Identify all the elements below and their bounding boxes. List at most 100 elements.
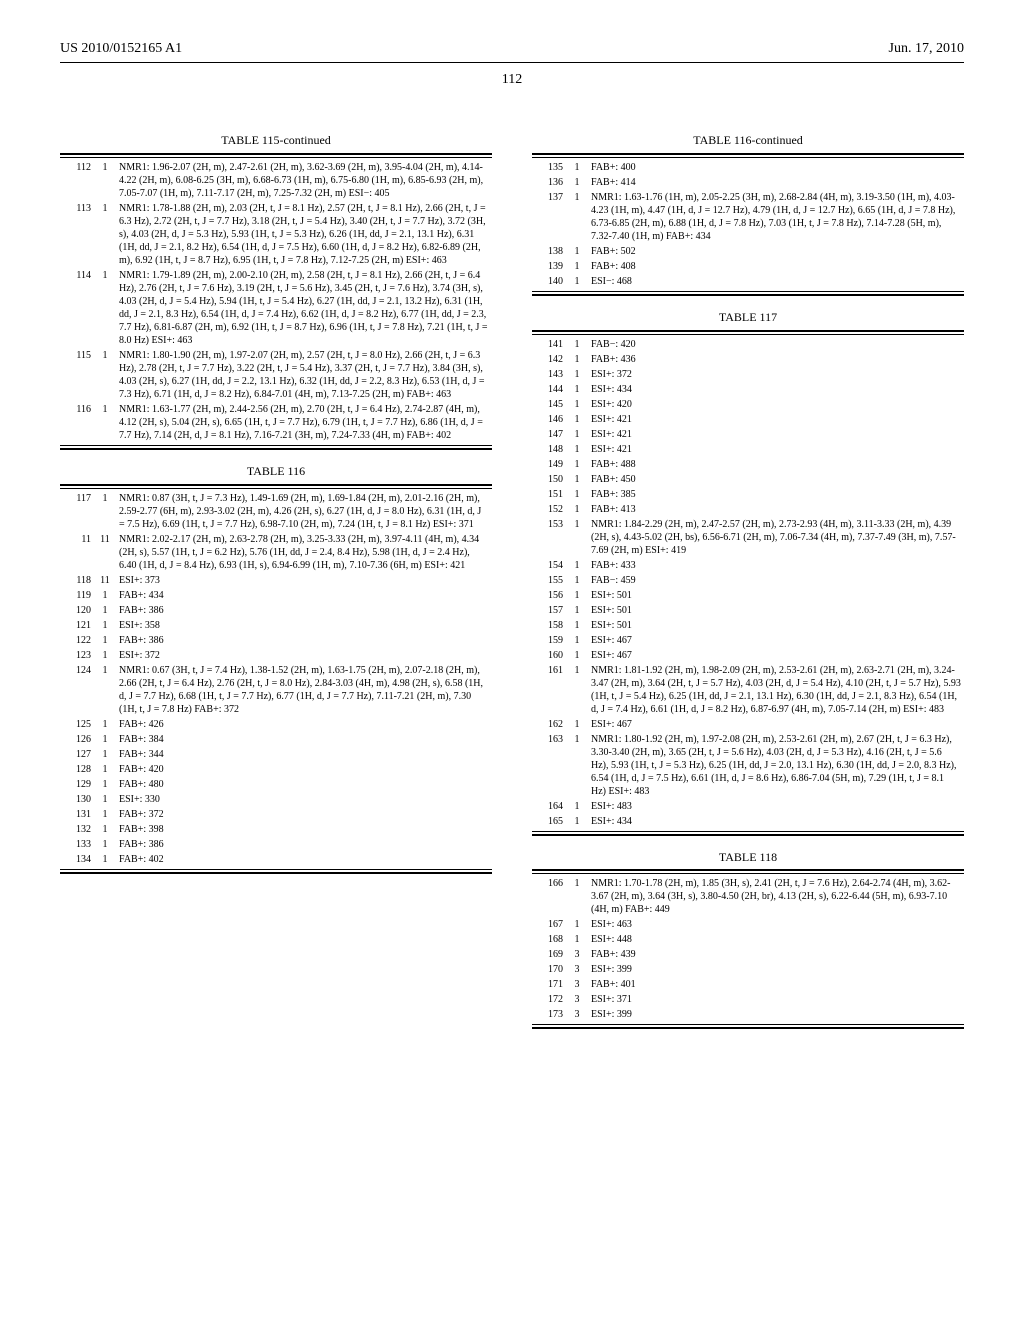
row-index: 172 xyxy=(532,992,566,1007)
row-index: 146 xyxy=(532,412,566,427)
table-row: 1301ESI+: 330 xyxy=(60,792,492,807)
row-index: 167 xyxy=(532,917,566,932)
row-sal: 1 xyxy=(566,633,588,648)
row-index: 134 xyxy=(60,852,94,867)
table-row: 1651ESI+: 434 xyxy=(532,814,964,829)
row-sal: 1 xyxy=(566,732,588,799)
row-data: ESI+: 501 xyxy=(588,618,964,633)
row-sal: 1 xyxy=(566,663,588,717)
table-row: 1511FAB+: 385 xyxy=(532,487,964,502)
row-data: FAB+: 386 xyxy=(116,633,492,648)
table-row: 1451ESI+: 420 xyxy=(532,397,964,412)
row-sal: 1 xyxy=(94,588,116,603)
row-index: 171 xyxy=(532,977,566,992)
row-index: 151 xyxy=(532,487,566,502)
table-row: 1411FAB−: 420 xyxy=(532,337,964,352)
row-sal: 11 xyxy=(94,573,116,588)
row-data: NMR1: 1.80-1.92 (2H, m), 1.97-2.08 (2H, … xyxy=(588,732,964,799)
row-index: 112 xyxy=(60,160,94,201)
table-row: 1611NMR1: 1.81-1.92 (2H, m), 1.98-2.09 (… xyxy=(532,663,964,717)
row-data: NMR1: 0.87 (3H, t, J = 7.3 Hz), 1.49-1.6… xyxy=(116,491,492,532)
row-data: FAB+: 385 xyxy=(588,487,964,502)
row-sal: 1 xyxy=(566,717,588,732)
table-row: 11811ESI+: 373 xyxy=(60,573,492,588)
row-index: 166 xyxy=(532,876,566,917)
row-data: ESI+: 501 xyxy=(588,588,964,603)
row-data: ESI+: 421 xyxy=(588,442,964,457)
data-table: 1661NMR1: 1.70-1.78 (2H, m), 1.85 (3H, s… xyxy=(532,876,964,1022)
row-index: 114 xyxy=(60,268,94,348)
row-data: NMR1: 1.70-1.78 (2H, m), 1.85 (3H, s), 2… xyxy=(588,876,964,917)
table-row: 1201FAB+: 386 xyxy=(60,603,492,618)
row-sal: 1 xyxy=(566,175,588,190)
row-index: 11 xyxy=(60,532,94,573)
row-index: 160 xyxy=(532,648,566,663)
table-row: 1121NMR1: 1.96-2.07 (2H, m), 2.47-2.61 (… xyxy=(60,160,492,201)
row-sal: 3 xyxy=(566,947,588,962)
row-index: 152 xyxy=(532,502,566,517)
row-index: 116 xyxy=(60,402,94,443)
table-row: 1631NMR1: 1.80-1.92 (2H, m), 1.97-2.08 (… xyxy=(532,732,964,799)
row-data: FAB+: 436 xyxy=(588,352,964,367)
page-number: 112 xyxy=(60,71,964,89)
row-index: 130 xyxy=(60,792,94,807)
page-header: US 2010/0152165 A1 Jun. 17, 2010 xyxy=(60,40,964,63)
data-table: 1121NMR1: 1.96-2.07 (2H, m), 2.47-2.61 (… xyxy=(60,160,492,443)
table-row: 1351FAB+: 400 xyxy=(532,160,964,175)
row-sal: 1 xyxy=(94,852,116,867)
row-data: ESI+: 420 xyxy=(588,397,964,412)
row-index: 126 xyxy=(60,732,94,747)
row-sal: 1 xyxy=(94,348,116,402)
row-index: 158 xyxy=(532,618,566,633)
table-row: 1241NMR1: 0.67 (3H, t, J = 7.4 Hz), 1.38… xyxy=(60,663,492,717)
table-row: 1713FAB+: 401 xyxy=(532,977,964,992)
row-index: 155 xyxy=(532,573,566,588)
row-sal: 1 xyxy=(566,397,588,412)
row-index: 118 xyxy=(60,573,94,588)
table-row: 1331FAB+: 386 xyxy=(60,837,492,852)
row-data: NMR1: 1.63-1.77 (2H, m), 2.44-2.56 (2H, … xyxy=(116,402,492,443)
row-data: NMR1: 1.84-2.29 (2H, m), 2.47-2.57 (2H, … xyxy=(588,517,964,558)
table-row: 1231ESI+: 372 xyxy=(60,648,492,663)
table-row: 1391FAB+: 408 xyxy=(532,259,964,274)
row-index: 138 xyxy=(532,244,566,259)
row-index: 168 xyxy=(532,932,566,947)
row-index: 147 xyxy=(532,427,566,442)
row-index: 162 xyxy=(532,717,566,732)
row-data: ESI+: 501 xyxy=(588,603,964,618)
row-sal: 1 xyxy=(566,244,588,259)
row-index: 142 xyxy=(532,352,566,367)
row-sal: 1 xyxy=(94,618,116,633)
table-row: 1311FAB+: 372 xyxy=(60,807,492,822)
table-row: 1431ESI+: 372 xyxy=(532,367,964,382)
row-sal: 1 xyxy=(566,648,588,663)
row-index: 132 xyxy=(60,822,94,837)
row-sal: 3 xyxy=(566,962,588,977)
table-row: 1581ESI+: 501 xyxy=(532,618,964,633)
table-row: 1191FAB+: 434 xyxy=(60,588,492,603)
row-data: ESI+: 434 xyxy=(588,814,964,829)
table-row: 1723ESI+: 371 xyxy=(532,992,964,1007)
row-sal: 1 xyxy=(94,807,116,822)
table-row: 1621ESI+: 467 xyxy=(532,717,964,732)
table-row: 1531NMR1: 1.84-2.29 (2H, m), 2.47-2.57 (… xyxy=(532,517,964,558)
row-sal: 1 xyxy=(566,367,588,382)
row-data: FAB+: 480 xyxy=(116,777,492,792)
row-sal: 1 xyxy=(94,648,116,663)
row-index: 156 xyxy=(532,588,566,603)
row-sal: 1 xyxy=(566,190,588,244)
row-sal: 1 xyxy=(566,502,588,517)
row-sal: 1 xyxy=(566,337,588,352)
row-index: 145 xyxy=(532,397,566,412)
row-index: 120 xyxy=(60,603,94,618)
row-sal: 1 xyxy=(94,201,116,268)
row-index: 148 xyxy=(532,442,566,457)
row-index: 135 xyxy=(532,160,566,175)
table-title: TABLE 117 xyxy=(532,310,964,326)
row-data: FAB+: 398 xyxy=(116,822,492,837)
row-data: FAB+: 386 xyxy=(116,603,492,618)
row-data: FAB+: 502 xyxy=(588,244,964,259)
table-row: 1441ESI+: 434 xyxy=(532,382,964,397)
row-index: 117 xyxy=(60,491,94,532)
row-index: 133 xyxy=(60,837,94,852)
